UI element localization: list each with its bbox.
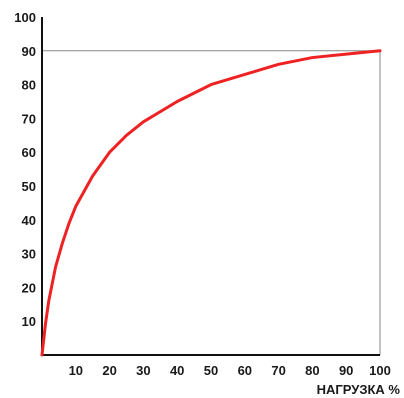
x-tick-label-10: 10 — [69, 363, 83, 378]
y-tick-label-30: 30 — [22, 247, 36, 262]
x-tick-label-100: 100 — [369, 363, 391, 378]
x-tick-label-50: 50 — [204, 363, 218, 378]
x-tick-label-60: 60 — [238, 363, 252, 378]
y-tick-label-50: 50 — [22, 179, 36, 194]
x-tick-label-30: 30 — [136, 363, 150, 378]
y-tick-label-40: 40 — [22, 213, 36, 228]
y-tick-label-70: 70 — [22, 111, 36, 126]
x-tick-label-90: 90 — [339, 363, 353, 378]
y-tick-labels: 10 20 30 40 50 60 70 80 90 100 — [14, 10, 36, 329]
y-tick-label-20: 20 — [22, 280, 36, 295]
x-tick-label-80: 80 — [305, 363, 319, 378]
reference-layer — [42, 50, 381, 355]
x-tick-label-70: 70 — [271, 363, 285, 378]
x-tick-label-20: 20 — [102, 363, 116, 378]
y-tick-label-90: 90 — [22, 44, 36, 59]
x-tick-labels: 10 20 30 40 50 60 70 80 90 100 — [69, 363, 391, 378]
axes — [41, 17, 380, 356]
series-line-0 — [40, 49, 382, 357]
series-layer — [40, 49, 382, 357]
y-tick-label-10: 10 — [22, 314, 36, 329]
y-tick-label-100: 100 — [14, 10, 36, 25]
y-tick-label-60: 60 — [22, 145, 36, 160]
x-tick-label-40: 40 — [170, 363, 184, 378]
y-tick-label-80: 80 — [22, 78, 36, 93]
x-axis-label: НАГРУЗКА % — [317, 382, 401, 397]
